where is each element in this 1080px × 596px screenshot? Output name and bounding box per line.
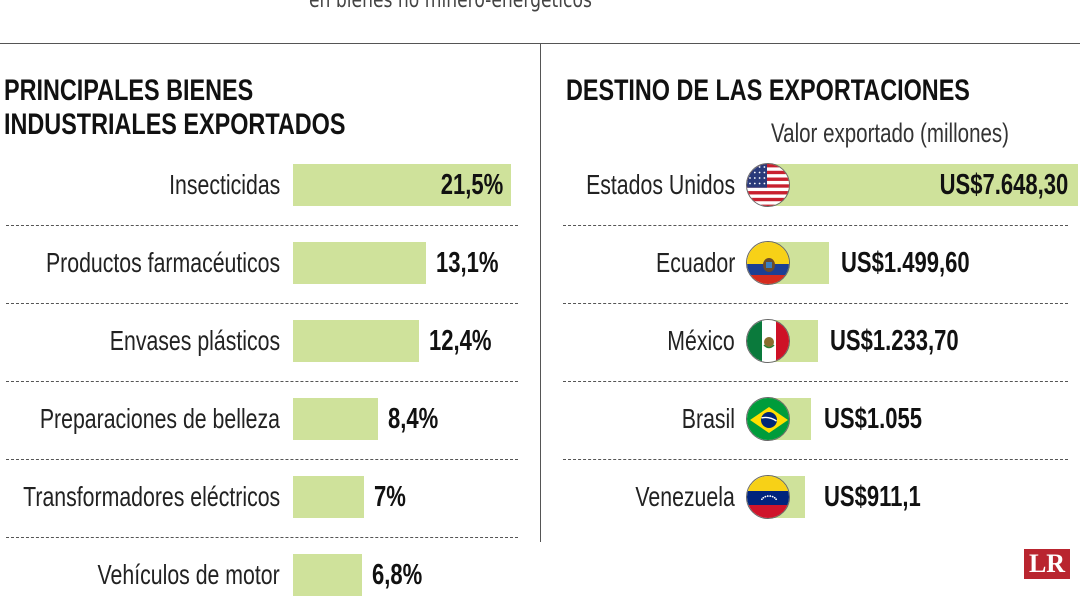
mexico-flag-icon [746, 319, 790, 363]
category-label: Envases plásticos [109, 325, 280, 356]
bar [768, 164, 1078, 206]
category-label: Productos farmacéuticos [45, 247, 280, 278]
row-separator [6, 459, 518, 460]
usa-flag-icon [746, 163, 790, 207]
ecuador-flag-icon [746, 241, 790, 285]
data-label: US$911,1 [824, 481, 921, 513]
data-label: 12,4% [428, 325, 492, 357]
row-separator [563, 303, 1068, 304]
right-heading: DESTINO DE LAS EXPORTACIONES [566, 74, 970, 107]
data-label: US$1.499,60 [840, 247, 970, 279]
row-separator [563, 459, 1068, 460]
category-label: Ecuador [655, 247, 735, 278]
category-label: Transformadores eléctricos [22, 481, 280, 512]
category-label: Venezuela [635, 481, 735, 512]
bar [293, 242, 426, 284]
data-label: US$7.648,30 [939, 169, 1068, 201]
row-separator [6, 225, 518, 226]
category-label: Vehículos de motor [97, 559, 280, 590]
left-heading: PRINCIPALES BIENES INDUSTRIALES EXPORTAD… [4, 74, 345, 142]
bar [293, 554, 362, 596]
venezuela-flag-icon [746, 475, 790, 519]
panel-divider [540, 44, 541, 542]
category-label: Estados Unidos [585, 169, 735, 200]
left-heading-line1: PRINCIPALES BIENES [4, 74, 254, 107]
row-separator [563, 381, 1068, 382]
data-label: 6,8% [371, 559, 423, 591]
data-label: 7% [373, 481, 406, 513]
data-label: 13,1% [435, 247, 499, 279]
data-label: 21,5% [440, 169, 503, 201]
category-label: Preparaciones de belleza [39, 403, 280, 434]
row-separator [563, 225, 1068, 226]
row-separator [6, 303, 518, 304]
data-label: US$1.055 [824, 403, 923, 435]
bar [293, 164, 511, 206]
category-label: México [667, 325, 735, 356]
chart-subtitle: en bienes no minero-energéticos [308, 0, 592, 13]
left-heading-line2: INDUSTRIALES EXPORTADOS [4, 108, 346, 141]
data-label: US$1.233,70 [830, 325, 959, 357]
row-separator [6, 381, 518, 382]
bar [293, 476, 364, 518]
row-separator [6, 537, 518, 538]
value-caption: Valor exportado (millones) [771, 118, 1009, 148]
bar [293, 320, 419, 362]
category-label: Insecticidas [168, 169, 280, 200]
brazil-flag-icon [746, 397, 790, 441]
category-label: Brasil [681, 403, 735, 434]
data-label: 8,4% [388, 403, 439, 435]
top-rule [0, 43, 1080, 44]
lr-logo: LR [1024, 549, 1070, 579]
bar [293, 398, 379, 440]
